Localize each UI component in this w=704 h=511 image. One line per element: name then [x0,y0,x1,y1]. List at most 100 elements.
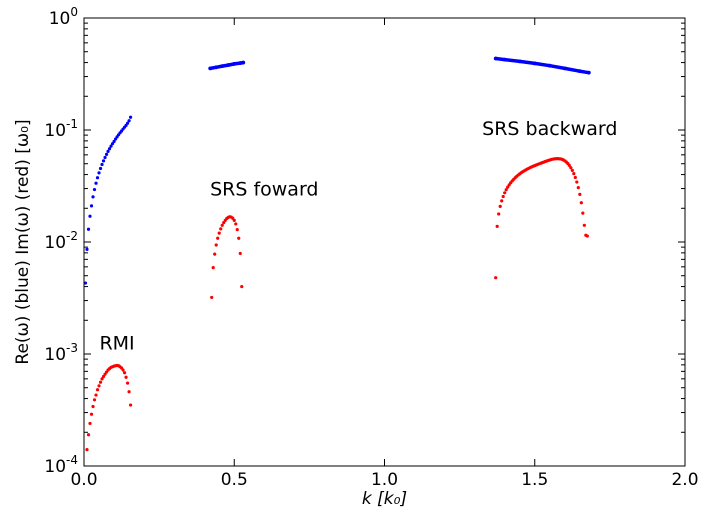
data-point [585,234,589,238]
data-point [103,155,107,160]
data-point [220,223,224,227]
data-point [217,231,221,235]
data-point [101,374,106,379]
data-point [91,195,95,199]
y-axis-label: Re(ω) (blue) Im(ω) (red) [ω₀] [13,119,33,364]
data-point [501,194,505,199]
data-point [125,381,130,385]
y-tick-label: 100 [49,5,78,29]
data-point [220,64,225,68]
data-point [500,199,504,203]
data-point [238,251,242,256]
data-point [235,228,239,232]
data-marks [83,56,591,452]
data-point [121,368,125,372]
data-point [85,247,89,251]
data-point [92,398,97,402]
data-point [582,223,586,227]
annotation-label: RMI [99,332,134,354]
annotation-label: SRS backward [482,118,617,140]
data-point [581,211,585,215]
data-point [498,204,502,208]
data-point [109,144,113,148]
data-point [567,163,571,167]
data-point [547,63,552,68]
series-im_srs_backward [494,157,589,280]
data-point [213,252,217,256]
data-point [579,201,583,205]
data-point [100,377,104,381]
data-point [586,70,591,75]
annotation-label: SRS foward [210,179,318,201]
data-point [104,152,109,156]
data-point [232,62,237,66]
axis-ticks: 0.0 0.5 1.0 1.5 2.0 10-4 10-3 10-2 10-1 100 [44,5,698,490]
data-point [97,171,101,175]
data-point [570,168,574,172]
data-point [578,192,582,197]
data-point [493,56,498,61]
data-point [241,60,246,65]
data-point [100,162,104,167]
data-point [94,393,98,397]
y-tick-label: 10-4 [44,453,78,477]
data-point [127,119,131,123]
data-point [83,281,88,285]
data-point [91,404,95,409]
data-point [106,149,110,153]
data-point [125,121,130,125]
data-point [214,65,219,70]
data-point [128,115,133,119]
data-point [107,147,112,151]
data-point [98,166,103,171]
data-point [88,214,92,218]
data-point [112,139,116,144]
data-point [573,175,577,180]
data-point [502,57,507,62]
data-point [234,222,238,226]
data-point [504,188,508,192]
data-point [94,181,98,185]
data-point [576,186,580,190]
data-point [506,185,510,189]
data-point [238,61,243,65]
x-tick-label: 1.5 [521,470,548,490]
data-point [232,218,236,222]
y-tick-label: 10-2 [44,229,78,253]
series-re_srs_backward [493,56,591,75]
data-point [88,421,92,426]
data-point [517,59,522,64]
data-point [101,159,106,163]
data-point [572,172,576,176]
data-point [95,388,100,392]
x-tick-label: 2.0 [671,470,698,490]
data-point [128,403,133,407]
data-point [92,187,97,192]
data-point [86,433,91,437]
data-point [214,243,218,247]
data-point [95,176,100,180]
x-tick-label: 0.5 [221,470,248,490]
y-tick-label: 10-1 [44,117,78,141]
data-point [208,66,213,71]
data-point [495,224,499,228]
x-axis-label: k [k₀] [362,489,407,509]
series-re_rmi [83,115,133,285]
data-point [494,276,498,280]
annotations: RMI SRS foward SRS backward [99,118,617,354]
data-point [211,266,215,270]
data-point [85,448,89,452]
data-point [98,380,103,384]
data-point [569,166,573,170]
data-point [226,63,231,67]
data-point [237,236,241,240]
data-point [97,384,101,388]
series-im_srs_forward [210,215,244,300]
data-point [219,227,223,231]
series-re_srs_backward-line [493,56,591,75]
data-point [89,412,94,416]
data-point [122,371,127,375]
data-point [127,390,131,394]
